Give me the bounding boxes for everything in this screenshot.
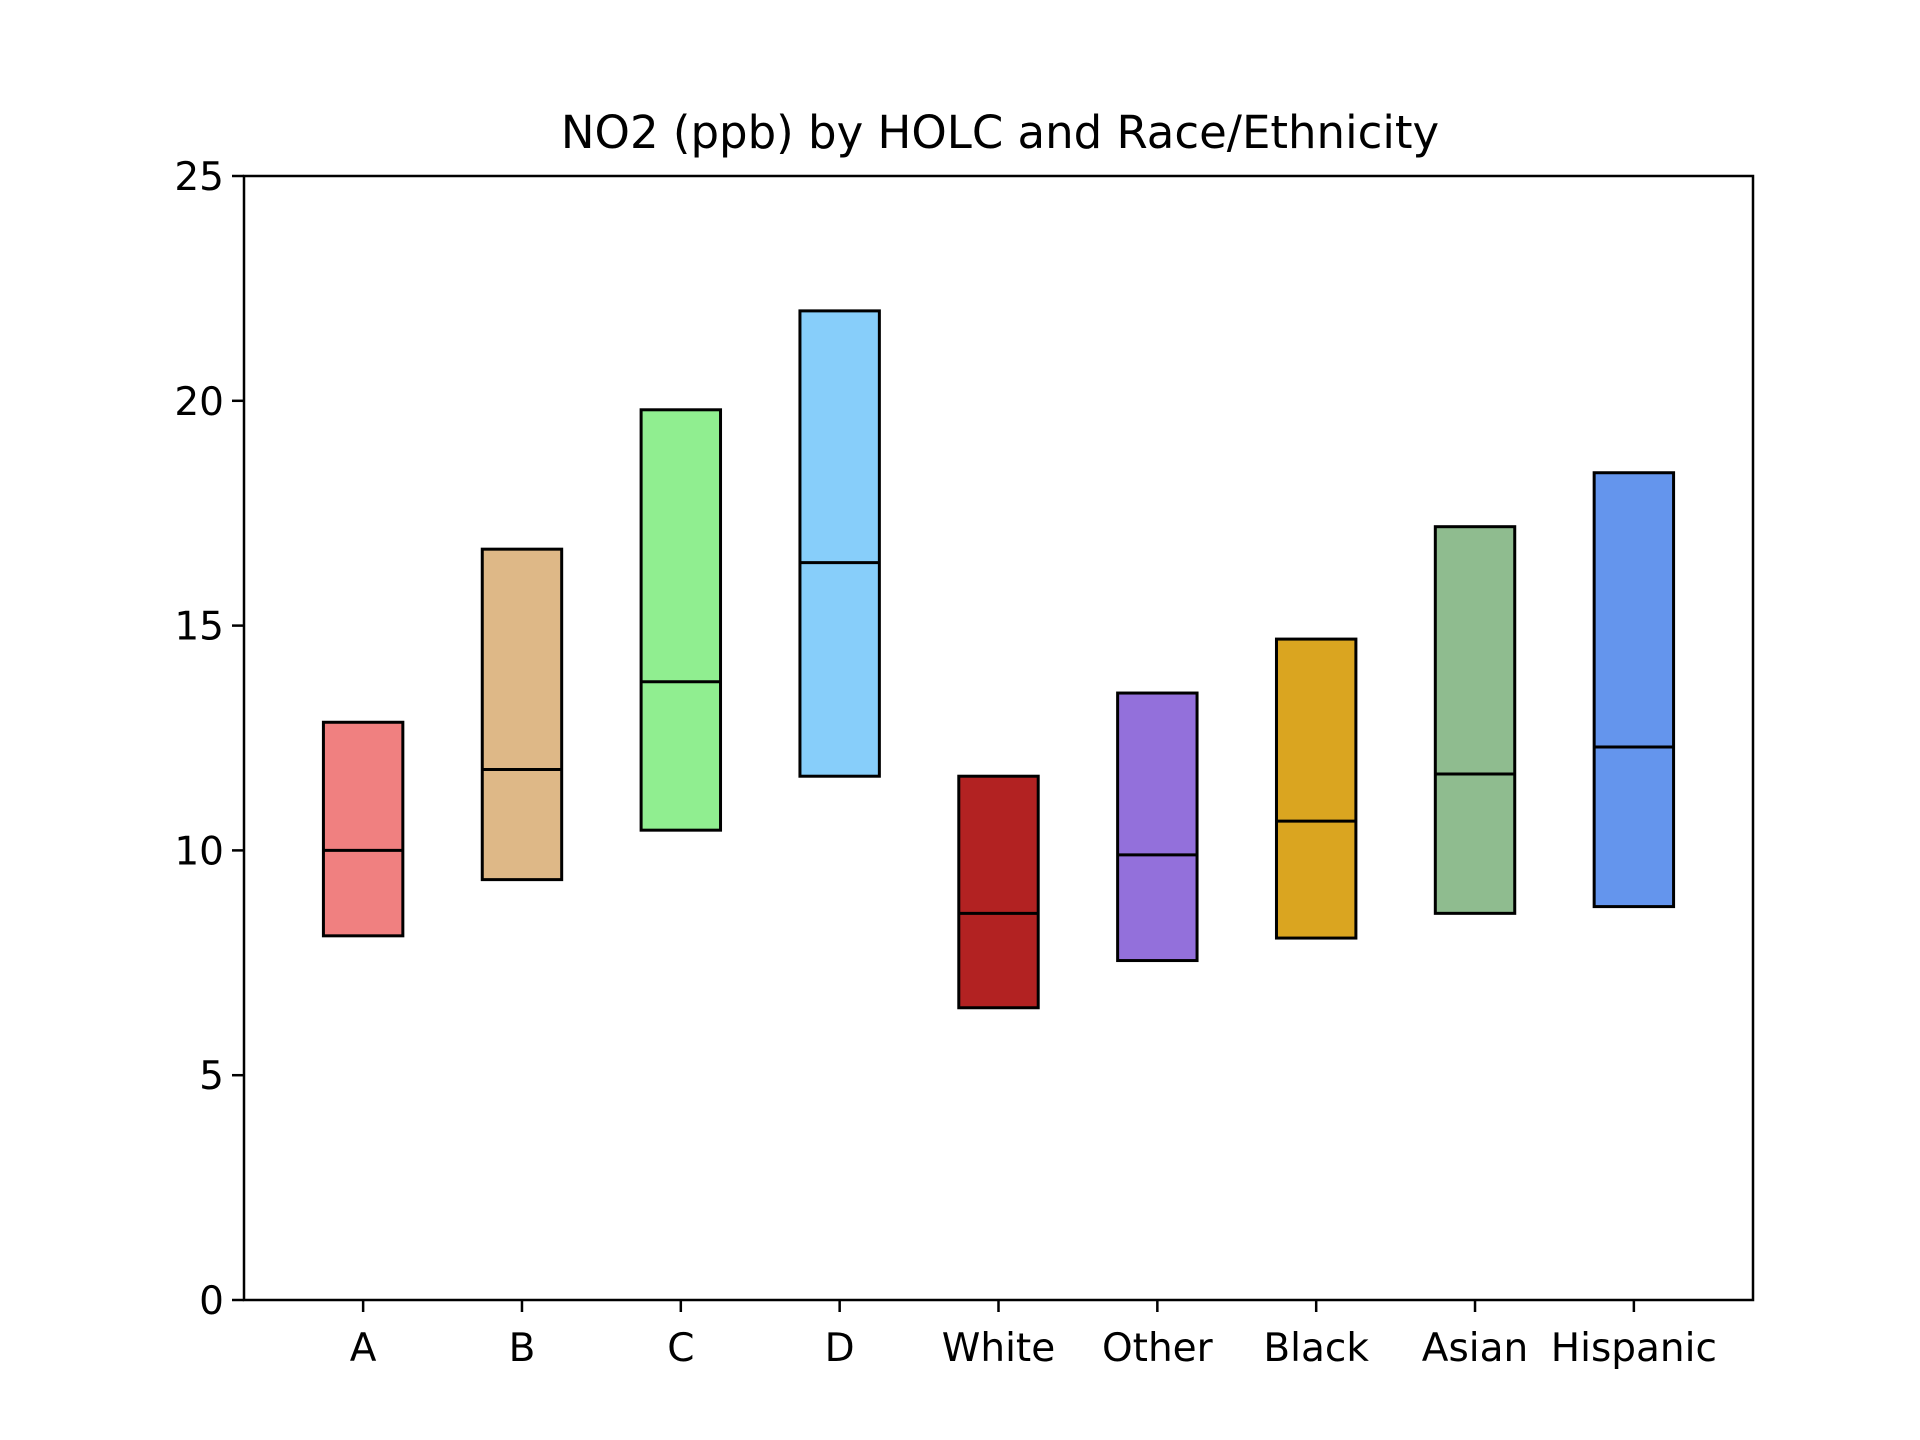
box-rect (1274, 637, 1358, 940)
x-tick-label: Black (1263, 1326, 1369, 1371)
axes-frame (242, 174, 1755, 1302)
x-tick-label: C (667, 1326, 694, 1371)
box-rect (1592, 471, 1676, 909)
x-tick-label: White (942, 1326, 1055, 1371)
x-tick-label: Asian (1422, 1326, 1528, 1371)
y-tick-label: 15 (174, 605, 224, 650)
y-tick-label: 0 (199, 1279, 224, 1324)
x-tick-label: Hispanic (1551, 1326, 1717, 1371)
box-asian (1433, 525, 1517, 915)
box-other (1116, 691, 1199, 963)
x-tick-label: D (825, 1326, 855, 1371)
y-tick-label: 20 (174, 380, 224, 425)
box-black (1274, 637, 1358, 940)
x-tick-label: A (350, 1326, 377, 1371)
box-rect (798, 309, 881, 778)
chart-title: NO2 (ppb) by HOLC and Race/Ethnicity (561, 106, 1439, 159)
box-b (480, 547, 564, 882)
box-a (321, 720, 405, 938)
box-rect (321, 720, 405, 938)
y-tick-label: 25 (174, 155, 224, 200)
y-tick-label: 10 (174, 829, 224, 874)
box-hispanic (1592, 471, 1676, 909)
box-d (798, 309, 881, 778)
box-rect (1116, 691, 1199, 963)
x-tick-label: B (509, 1326, 536, 1371)
box-rect (639, 408, 723, 832)
box-c (639, 408, 723, 832)
box-rect (957, 774, 1040, 1010)
boxes-layer (321, 309, 1676, 1010)
y-axis: 0 5 10 15 20 25 (174, 155, 244, 1324)
x-tick-label: Other (1102, 1326, 1214, 1371)
x-axis: A B C D White Other Black Asian Hispanic (350, 1300, 1717, 1371)
box-rect (480, 547, 564, 882)
box-rect (1433, 525, 1517, 915)
y-tick-label: 5 (199, 1054, 224, 1099)
box-white (957, 774, 1040, 1010)
